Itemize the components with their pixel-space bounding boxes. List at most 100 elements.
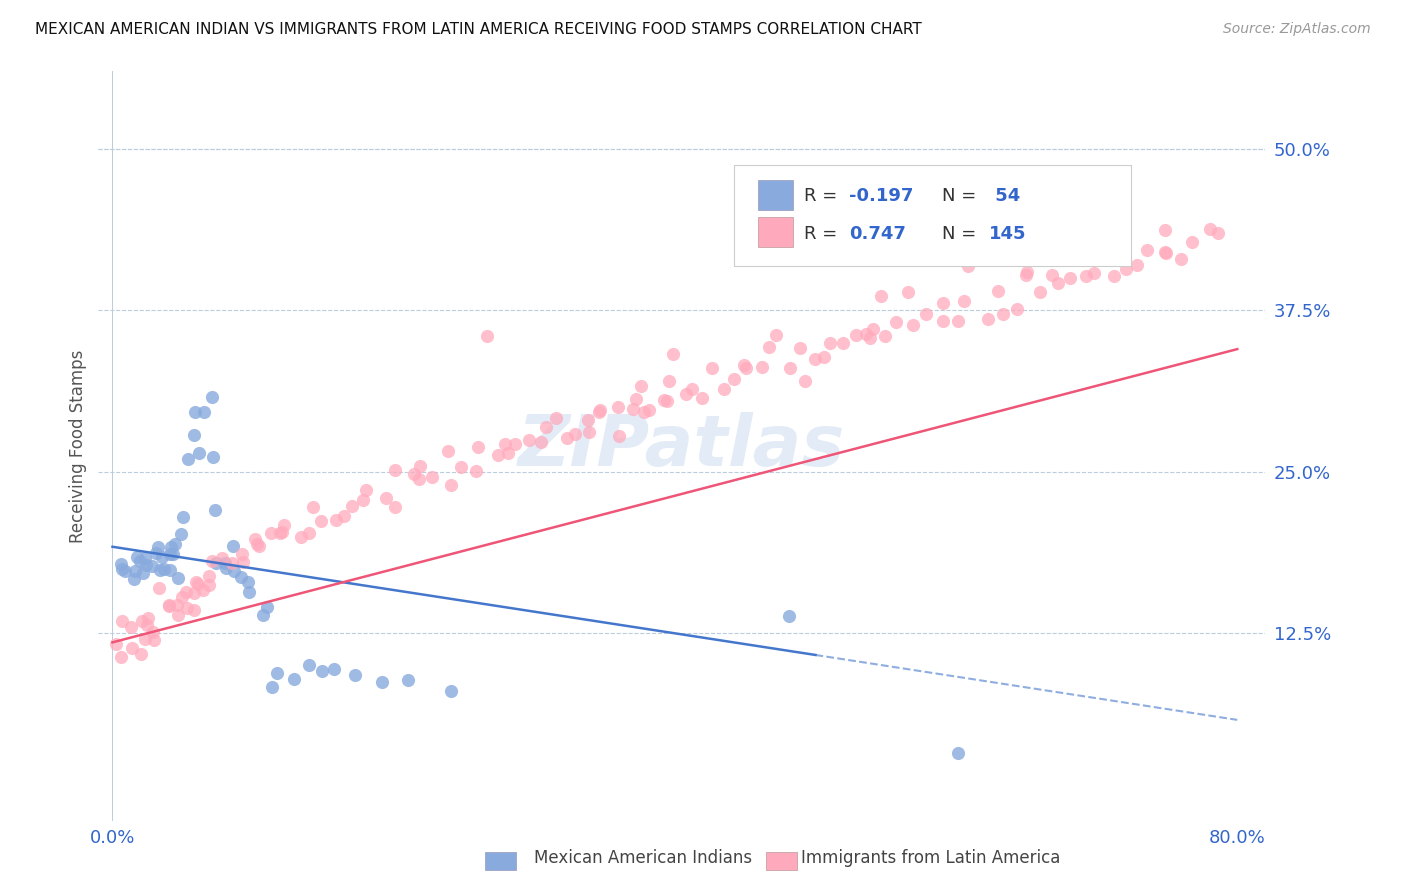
Point	[789, 342, 811, 356]
Point	[290, 530, 312, 544]
Point	[142, 624, 165, 639]
Point	[160, 540, 183, 554]
Point	[114, 564, 136, 578]
Point	[576, 413, 599, 427]
Point	[630, 379, 652, 393]
Point	[702, 360, 724, 375]
Point	[564, 426, 586, 441]
Point	[229, 570, 252, 584]
Point	[134, 632, 156, 646]
Point	[215, 561, 238, 575]
Point	[1170, 252, 1192, 266]
Point	[873, 329, 896, 343]
Point	[1126, 258, 1149, 272]
Point	[177, 452, 200, 467]
Text: 0.747: 0.747	[849, 225, 905, 243]
Point	[396, 673, 419, 687]
Point	[183, 428, 205, 442]
Point	[273, 518, 295, 533]
Point	[201, 554, 224, 568]
Point	[607, 401, 630, 415]
Point	[162, 547, 184, 561]
Point	[637, 403, 659, 417]
Text: Immigrants from Latin America: Immigrants from Latin America	[801, 849, 1060, 867]
Point	[247, 539, 270, 553]
Point	[183, 586, 205, 600]
Point	[384, 500, 406, 515]
Point	[204, 502, 226, 516]
Point	[159, 563, 181, 577]
Point	[221, 539, 243, 553]
Point	[884, 315, 907, 329]
Point	[252, 607, 274, 622]
Point	[153, 562, 176, 576]
Point	[269, 526, 291, 541]
Point	[1015, 268, 1038, 282]
Text: R =: R =	[804, 187, 844, 205]
Point	[186, 575, 208, 590]
Point	[238, 584, 260, 599]
Point	[607, 429, 630, 443]
Point	[302, 500, 325, 514]
Point	[1181, 235, 1204, 250]
Point	[503, 437, 526, 451]
Point	[332, 509, 354, 524]
Point	[897, 285, 920, 300]
Point	[323, 662, 346, 676]
Point	[1102, 269, 1125, 284]
FancyBboxPatch shape	[734, 165, 1132, 266]
Point	[1097, 205, 1119, 219]
Point	[723, 372, 745, 386]
Point	[869, 289, 891, 303]
Point	[165, 536, 187, 550]
Point	[498, 446, 520, 460]
Point	[184, 404, 207, 418]
Point	[953, 293, 976, 308]
Point	[1029, 285, 1052, 300]
Point	[152, 550, 174, 565]
Point	[621, 401, 644, 416]
Point	[191, 582, 214, 597]
Point	[813, 351, 835, 365]
Point	[758, 340, 780, 354]
Point	[977, 312, 1000, 326]
Point	[932, 314, 955, 328]
Point	[987, 284, 1010, 298]
Point	[232, 555, 254, 569]
Point	[193, 405, 215, 419]
Text: Source: ZipAtlas.com: Source: ZipAtlas.com	[1223, 22, 1371, 37]
Point	[128, 554, 150, 568]
Point	[271, 524, 294, 539]
Point	[1115, 261, 1137, 276]
Point	[146, 540, 169, 554]
Point	[794, 374, 817, 388]
Point	[174, 584, 197, 599]
Point	[309, 515, 332, 529]
Bar	[485, 852, 516, 870]
Bar	[766, 852, 797, 870]
Point	[148, 581, 170, 595]
Point	[450, 460, 472, 475]
Point	[654, 392, 676, 407]
Point	[1206, 227, 1229, 241]
Point	[408, 459, 430, 474]
Text: 145: 145	[988, 225, 1026, 243]
Point	[675, 387, 697, 401]
Point	[197, 577, 219, 591]
Point	[1154, 245, 1177, 260]
Point	[804, 351, 827, 366]
Point	[464, 464, 486, 478]
Point	[859, 331, 882, 345]
Text: R =: R =	[804, 225, 849, 243]
Point	[1071, 243, 1094, 257]
Text: MEXICAN AMERICAN INDIAN VS IMMIGRANTS FROM LATIN AMERICA RECEIVING FOOD STAMPS C: MEXICAN AMERICAN INDIAN VS IMMIGRANTS FR…	[35, 22, 922, 37]
Point	[589, 403, 612, 417]
Point	[211, 551, 233, 566]
Point	[256, 600, 278, 615]
Point	[1156, 245, 1178, 260]
Point	[136, 610, 159, 624]
Point	[110, 650, 132, 665]
Point	[145, 546, 167, 560]
Point	[384, 463, 406, 477]
Point	[1102, 232, 1125, 246]
